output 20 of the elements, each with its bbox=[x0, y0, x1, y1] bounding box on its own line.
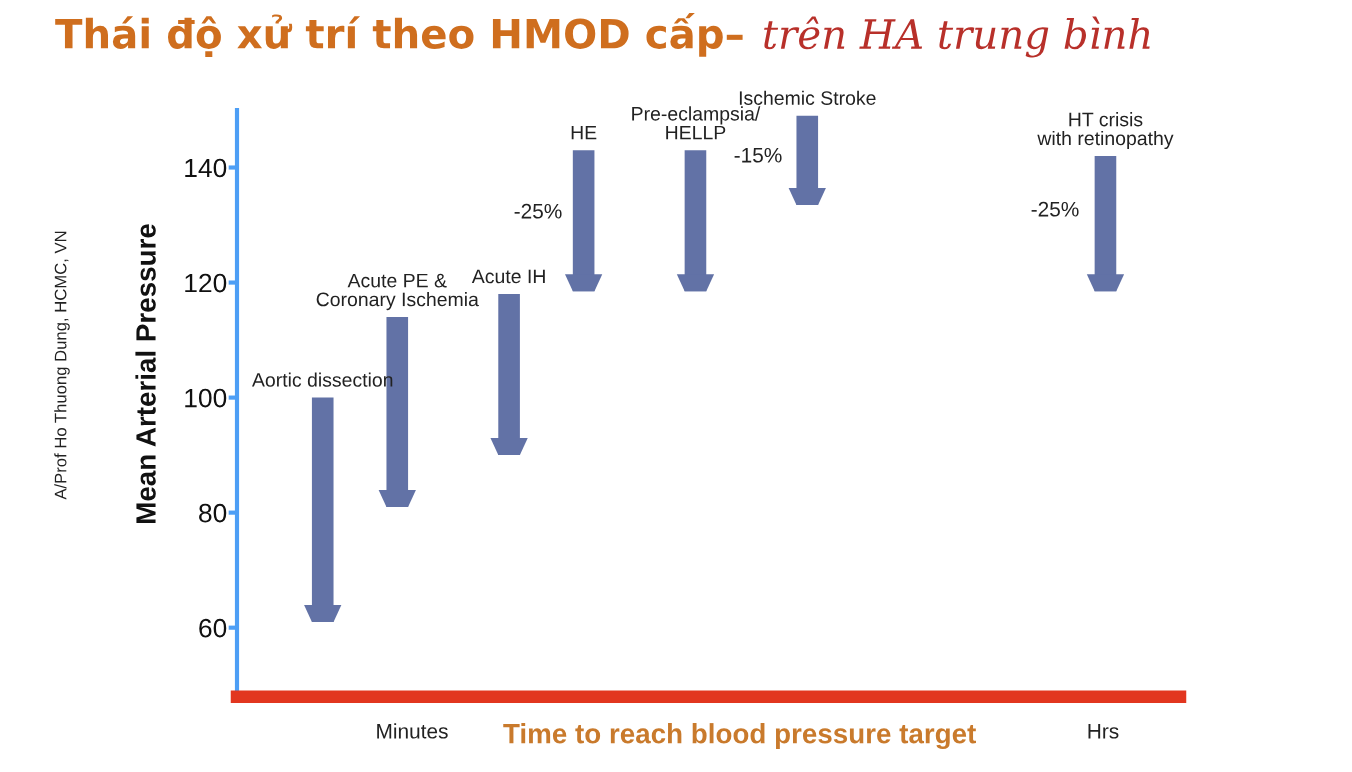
x-tick-label: Acute IH bbox=[471, 269, 545, 284]
y-tick-label: 100 bbox=[185, 388, 227, 408]
annotation: -15% bbox=[734, 147, 782, 163]
chart-subtitle: trên HA trung bình bbox=[764, 16, 1150, 58]
x-tick-label: HT crisis with retinopathy bbox=[1037, 112, 1174, 150]
x-tick-label: Pre-eclampsia/ HELLP bbox=[632, 106, 761, 140]
y-tick-label: 80 bbox=[199, 503, 227, 523]
y-tick-label: 140 bbox=[185, 158, 227, 178]
y-tick-label: 60 bbox=[199, 618, 227, 638]
annotation: -25% bbox=[1031, 201, 1079, 217]
chart-title: Thái độ xử trí theo HMOD cấp– bbox=[55, 13, 743, 57]
annotation: -25% bbox=[514, 203, 562, 219]
text: A/Prof Ho Thuong Dung, HCMC, VN bbox=[54, 231, 70, 500]
x-tick-label: Ischemic Stroke bbox=[739, 90, 876, 105]
y-axis-title: Mean Arterial Pressure bbox=[135, 224, 156, 523]
x-axis-title: Time to reach blood pressure target bbox=[503, 723, 976, 750]
text: Minutes bbox=[377, 723, 448, 739]
x-tick-label: HE bbox=[571, 125, 597, 140]
text: Hrs bbox=[1088, 724, 1119, 739]
y-tick-label: 120 bbox=[185, 273, 227, 293]
